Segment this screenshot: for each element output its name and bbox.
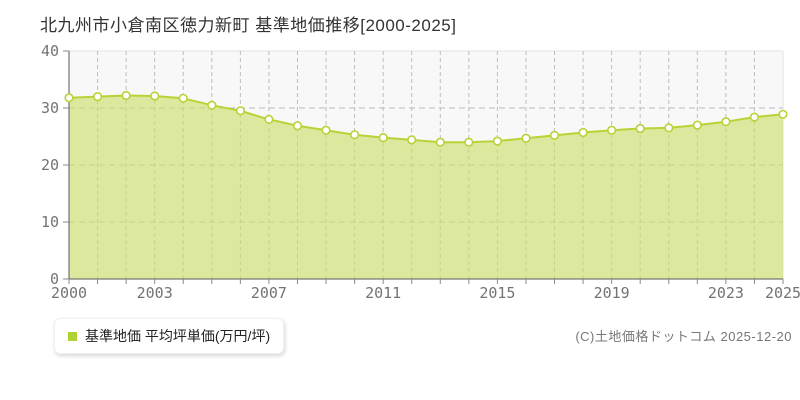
data-point [150, 91, 160, 101]
legend-label: 基準地価 平均坪単価(万円/坪) [85, 328, 271, 344]
x-tick-label: 2023 [708, 284, 744, 302]
data-point [549, 130, 560, 140]
area-fill [69, 95, 783, 279]
data-point [378, 133, 388, 143]
data-point [521, 133, 531, 143]
copyright: (C)土地価格ドットコム 2025-12-20 [575, 329, 792, 344]
x-tick-label: 2015 [479, 284, 515, 302]
x-tick-label: 2007 [251, 284, 287, 302]
data-point [721, 117, 731, 127]
data-point [92, 91, 103, 102]
y-tick-label: 30 [41, 99, 59, 117]
data-point [64, 93, 74, 103]
y-tick-label: 0 [50, 270, 59, 288]
data-point [606, 125, 617, 135]
data-point [350, 130, 360, 140]
data-point [635, 123, 645, 134]
data-point [435, 137, 445, 147]
x-tick-label: 2011 [365, 284, 401, 302]
page-title: 北九州市小倉南区徳力新町 基準地価推移[2000-2025] [40, 16, 457, 35]
data-point [407, 135, 417, 145]
y-tick-label: 40 [41, 42, 59, 60]
data-point [264, 114, 274, 124]
legend: 基準地価 平均坪単価(万円/坪) [54, 318, 285, 354]
data-point [664, 123, 674, 133]
data-point [207, 100, 217, 110]
data-point [292, 121, 303, 131]
data-point [321, 125, 331, 135]
data-point [464, 137, 474, 147]
x-tick-label: 2003 [137, 284, 173, 302]
data-point [178, 93, 188, 103]
data-point [778, 109, 788, 119]
x-tick-label: 2000 [51, 284, 87, 302]
data-point [749, 112, 760, 122]
x-tick-label: 2025 [765, 284, 800, 302]
y-tick-label: 20 [41, 156, 59, 174]
data-point [492, 136, 503, 146]
series-line [68, 94, 784, 144]
data-point [578, 127, 588, 138]
data-point [121, 90, 131, 101]
data-point [235, 106, 245, 116]
legend-series-marker-icon [68, 331, 77, 341]
price-trend-chart: 0 10 20 30 40 2000 2003 2007 2011 2015 2019 2023 202… [41, 42, 800, 302]
x-tick-label: 2019 [594, 284, 630, 302]
data-point [692, 120, 702, 130]
y-tick-label: 10 [41, 213, 59, 231]
